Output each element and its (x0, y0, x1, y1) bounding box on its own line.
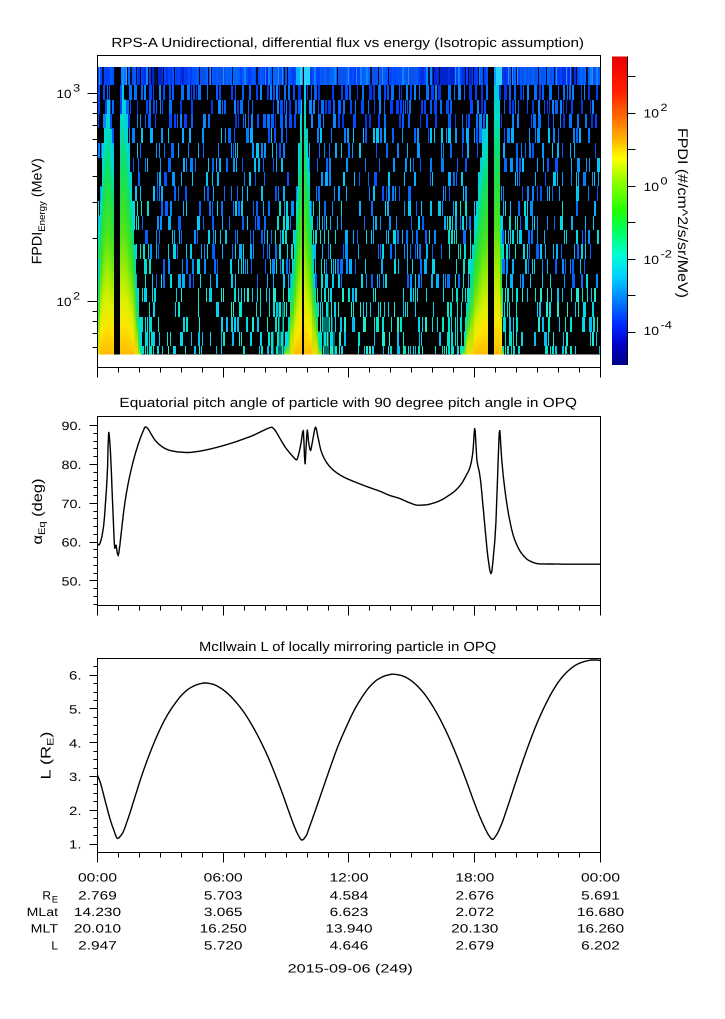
svg-text:R: R (42, 888, 51, 902)
svg-text:20.010: 20.010 (74, 922, 122, 936)
svg-text:10: 10 (644, 107, 660, 121)
svg-text:2015-09-06 (249): 2015-09-06 (249) (288, 962, 413, 976)
svg-text:0: 0 (661, 175, 668, 187)
svg-text:90.: 90. (62, 419, 82, 433)
svg-text:-2: -2 (661, 248, 673, 260)
svg-text:MLT: MLT (31, 922, 59, 936)
svg-text:MLat: MLat (27, 905, 59, 919)
svg-text:E: E (52, 894, 58, 905)
svg-text:6.202: 6.202 (581, 938, 620, 952)
svg-text:10: 10 (57, 295, 72, 309)
svg-text:-4: -4 (661, 320, 673, 332)
svg-text:10: 10 (644, 324, 660, 338)
svg-text:5.691: 5.691 (581, 888, 620, 902)
svg-text:FPDI (#/cm^2/s/sr/MeV): FPDI (#/cm^2/s/sr/MeV) (675, 128, 691, 298)
svg-text:00:00: 00:00 (581, 870, 620, 884)
svg-text:L (RE): L (RE) (38, 732, 57, 780)
svg-text:2.072: 2.072 (456, 905, 495, 919)
svg-text:16.250: 16.250 (200, 922, 248, 936)
svg-text:RPS-A Unidirectional, differen: RPS-A Unidirectional, differential flux … (111, 35, 584, 50)
svg-text:10: 10 (57, 87, 72, 101)
svg-text:5.703: 5.703 (204, 888, 243, 902)
svg-text:16.680: 16.680 (577, 905, 625, 919)
svg-text:4.646: 4.646 (330, 938, 369, 952)
svg-text:2.947: 2.947 (78, 938, 117, 952)
svg-text:50.: 50. (62, 574, 82, 588)
svg-text:60.: 60. (62, 536, 82, 550)
svg-text:20.130: 20.130 (451, 922, 499, 936)
svg-text:6.: 6. (69, 669, 82, 683)
svg-text:2: 2 (661, 102, 668, 114)
svg-text:αEq (deg): αEq (deg) (29, 479, 48, 545)
svg-text:00:00: 00:00 (78, 870, 117, 884)
svg-text:3: 3 (73, 82, 80, 94)
svg-text:3.: 3. (69, 770, 82, 784)
svg-text:06:00: 06:00 (204, 870, 243, 884)
svg-text:4.584: 4.584 (330, 888, 369, 902)
svg-text:5.720: 5.720 (204, 938, 243, 952)
svg-text:2.679: 2.679 (456, 938, 495, 952)
svg-text:1.: 1. (69, 838, 82, 852)
svg-text:10: 10 (644, 253, 660, 267)
svg-text:2: 2 (73, 291, 80, 303)
svg-text:18:00: 18:00 (455, 870, 494, 884)
svg-text:10: 10 (644, 180, 660, 194)
svg-text:FPDIEnergy (MeV): FPDIEnergy (MeV) (29, 158, 48, 264)
svg-text:12:00: 12:00 (330, 870, 369, 884)
svg-text:4.: 4. (69, 736, 82, 750)
svg-text:L: L (51, 938, 58, 952)
svg-text:McIlwain L of locally mirrorin: McIlwain L of locally mirroring particle… (199, 639, 496, 654)
svg-text:2.676: 2.676 (456, 888, 495, 902)
svg-text:2.: 2. (69, 804, 82, 818)
svg-text:6.623: 6.623 (330, 905, 369, 919)
svg-text:14.230: 14.230 (74, 905, 122, 919)
svg-text:16.260: 16.260 (577, 922, 625, 936)
svg-text:70.: 70. (62, 497, 82, 511)
svg-text:Equatorial pitch angle of part: Equatorial pitch angle of particle with … (119, 395, 577, 410)
svg-text:2.769: 2.769 (78, 888, 117, 902)
svg-text:80.: 80. (62, 458, 82, 472)
svg-text:3.065: 3.065 (204, 905, 243, 919)
svg-text:13.940: 13.940 (325, 922, 373, 936)
svg-text:5.: 5. (69, 703, 82, 717)
